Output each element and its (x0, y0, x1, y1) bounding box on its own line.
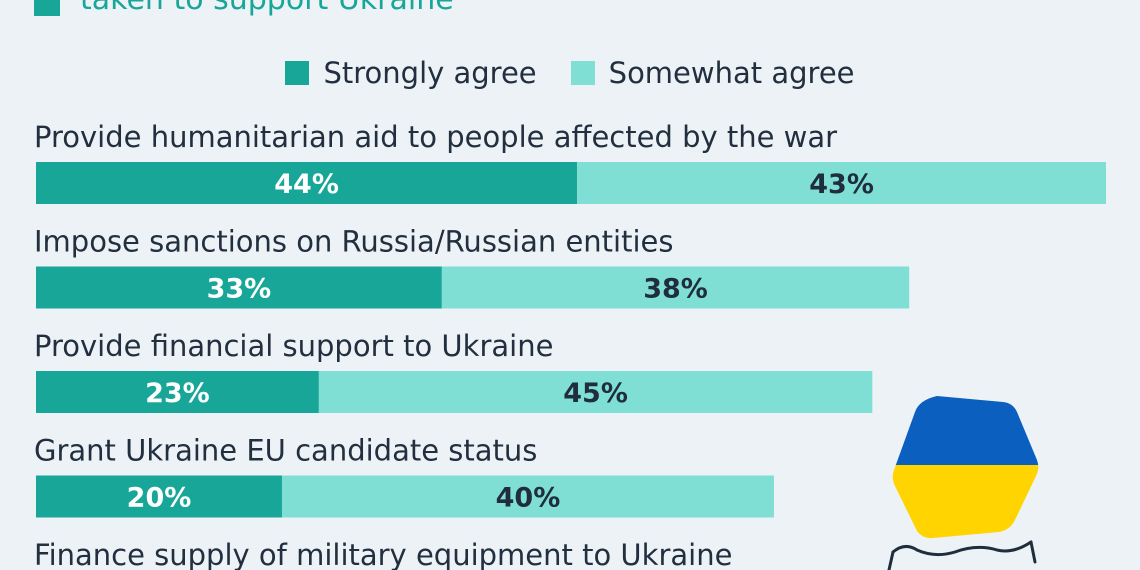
bar-strongly-agree (36, 475, 282, 518)
bar-somewhat-agree (577, 162, 1106, 204)
bar-strongly-agree (36, 371, 319, 413)
legend-item-somewhat-agree: Somewhat agree (570, 56, 855, 90)
value-label: 20% (127, 483, 192, 514)
category-label: Finance supply of military equipment to … (34, 538, 732, 570)
legend-label-strong: Strongly agree (323, 56, 537, 90)
value-label: 38% (643, 274, 708, 305)
legend-item-strongly-agree: Strongly agree (285, 56, 537, 90)
bar-somewhat-agree (281, 475, 774, 518)
value-label: 44% (274, 169, 339, 200)
chart-title-fragment: taken to support Ukraine (34, 0, 454, 18)
title-swatch (34, 0, 60, 16)
value-label: 33% (207, 274, 272, 305)
bar-somewhat-agree (441, 266, 910, 309)
chart-title-text: taken to support Ukraine (80, 0, 454, 18)
category-label: Impose sanctions on Russia/Russian entit… (34, 225, 674, 259)
value-label: 23% (145, 378, 210, 409)
category-label: Provide humanitarian aid to people affec… (34, 120, 837, 154)
value-label: 40% (496, 483, 561, 514)
value-label: 45% (563, 378, 628, 409)
legend-swatch-somewhat (570, 61, 595, 85)
bar-somewhat-agree (318, 371, 873, 413)
ukraine-flag-icon (887, 396, 1039, 570)
category-label: Provide financial support to Ukraine (34, 329, 553, 363)
legend: Strongly agree Somewhat agree (0, 56, 1140, 90)
bar-strongly-agree (36, 266, 442, 309)
legend-label-somewhat: Somewhat agree (608, 56, 855, 90)
bar-strongly-agree (36, 162, 578, 204)
legend-swatch-strong (285, 61, 310, 85)
category-label: Grant Ukraine EU candidate status (34, 434, 537, 468)
value-label: 43% (809, 169, 874, 200)
